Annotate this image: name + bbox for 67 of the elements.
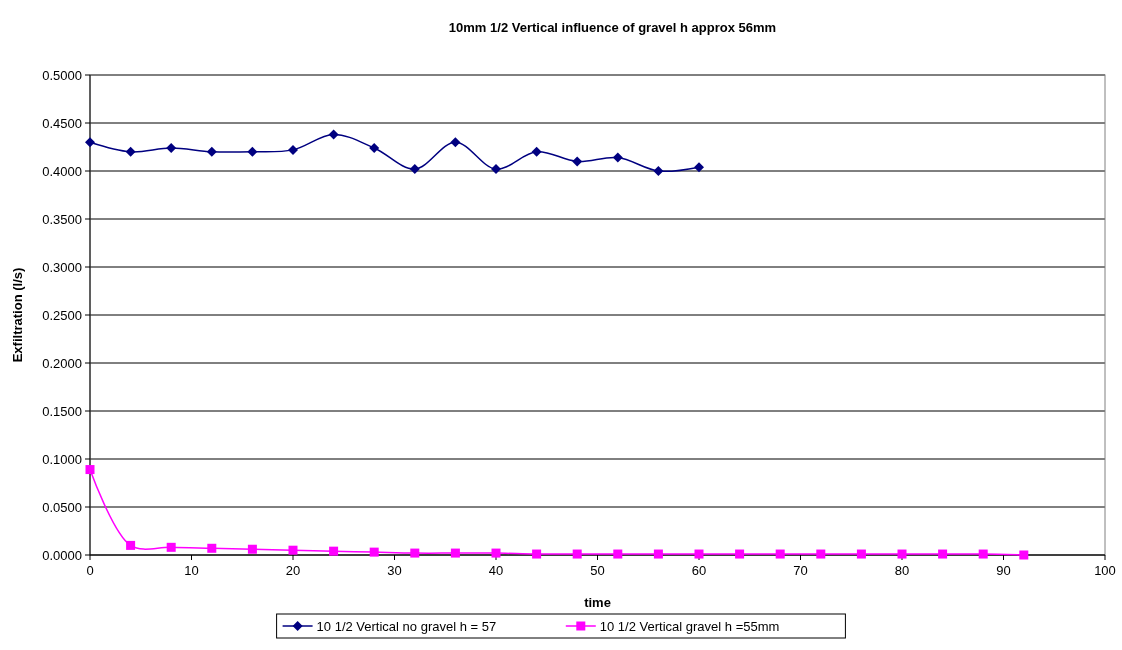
y-tick-label: 0.5000 [42, 67, 82, 83]
point [369, 547, 379, 557]
point [247, 146, 258, 157]
point [1019, 550, 1029, 560]
x-tick-label: 80 [894, 563, 910, 578]
point [85, 137, 95, 148]
point [694, 162, 704, 173]
point [207, 543, 217, 553]
x-tick-label: 60 [691, 563, 707, 578]
point [166, 542, 176, 552]
x-tick-label: 20 [285, 563, 301, 578]
x-tick-label: 40 [488, 563, 504, 578]
point [125, 146, 136, 157]
legend-label: 10 1/2 Vertical gravel h =55mm [599, 618, 780, 634]
x-axis-title: time [584, 595, 611, 610]
y-tick-label: 0.2500 [42, 307, 82, 323]
point [653, 549, 663, 559]
point [532, 549, 542, 559]
point [247, 544, 257, 554]
point [126, 540, 136, 550]
x-tick-label: 30 [387, 563, 402, 578]
legend-label: 10 1/2 Vertical no gravel h = 57 [316, 618, 497, 634]
point [694, 549, 704, 559]
point [166, 142, 177, 153]
y-tick-label: 0.3500 [42, 211, 82, 227]
point [491, 548, 501, 558]
point [856, 549, 866, 559]
point [369, 142, 380, 153]
point [897, 549, 907, 559]
y-tick-label: 0.4000 [42, 163, 82, 179]
point [491, 164, 501, 175]
point [572, 156, 583, 167]
y-tick-label: 0.0000 [42, 547, 82, 563]
point [410, 548, 420, 558]
point [816, 549, 826, 559]
point [288, 144, 298, 155]
y-tick-label: 0.2000 [42, 355, 82, 371]
point [531, 146, 542, 157]
y-tick-label: 0.1000 [42, 451, 82, 467]
point [288, 545, 298, 555]
y-tick-label: 0.0500 [42, 499, 82, 515]
point [329, 546, 339, 556]
point [938, 549, 948, 559]
point [450, 548, 460, 558]
x-tick-label: 100 [1094, 563, 1116, 578]
point [735, 549, 745, 559]
point [775, 549, 785, 559]
point [450, 137, 461, 148]
point [85, 465, 95, 475]
point [653, 166, 664, 176]
y-axis-title: Exfiltration (l/s) [10, 267, 25, 363]
point [978, 549, 988, 559]
y-tick-label: 0.3000 [42, 259, 82, 275]
y-tick-label: 0.1500 [42, 403, 82, 419]
point [572, 549, 582, 559]
x-tick-label: 50 [590, 563, 605, 578]
x-tick-label: 70 [793, 563, 808, 578]
chart-title: 10mm 1/2 Vertical influence of gravel h approx 56mm [448, 20, 777, 35]
x-tick-label: 10 [184, 563, 199, 578]
point [206, 146, 217, 157]
y-tick-label: 0.4500 [42, 115, 82, 131]
point [612, 152, 623, 163]
point [409, 164, 420, 175]
x-tick-label: 0 [86, 563, 94, 578]
x-tick-label: 90 [996, 563, 1011, 578]
point [613, 549, 623, 559]
point [328, 129, 339, 140]
